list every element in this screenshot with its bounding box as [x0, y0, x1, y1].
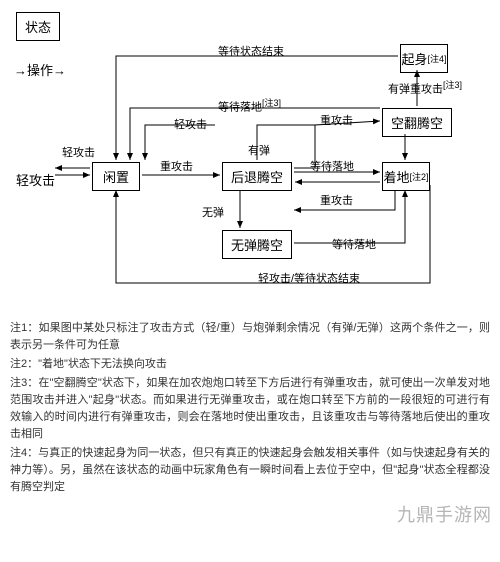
label-heavy-flip: 重攻击	[320, 112, 353, 128]
node-flip-air: 空翻腾空	[382, 108, 452, 137]
notes-block: 注1：如果图中某处只标注了攻击方式（轻/重）与炮弹剩余情况（有弹/无弹）这两个条…	[10, 320, 490, 498]
label-no-ammo: 无弹	[202, 204, 224, 220]
node-back-air: 后退腾空	[222, 162, 292, 191]
label-light-mid: 轻攻击	[174, 116, 207, 132]
label-light-or-wait: 轻攻击/等待状态结束	[258, 270, 360, 286]
legend-state-label: 状态	[25, 17, 51, 36]
node-land: 着地 [注2]	[382, 162, 430, 191]
legend-state-box: 状态	[16, 12, 60, 41]
label-back-land-wait: 等待落地	[310, 158, 354, 174]
legend-operation: →操作→	[12, 58, 68, 81]
label-has-ammo: 有弹	[248, 142, 270, 158]
node-rise: 起身 [注4]	[400, 44, 448, 73]
note-2: 注2："着地"状态下无法换向攻击	[10, 356, 490, 373]
label-land-back-heavy: 重攻击	[320, 192, 353, 208]
note-4: 注4：与真正的快速起身为同一状态，但只有真正的快速起身会触发相关事件（如与快速起…	[10, 445, 490, 496]
note-3: 注3：在"空翻腾空"状态下，如果在加农炮炮口转至下方后进行有弹重攻击，就可使出一…	[10, 375, 490, 443]
label-has-ammo-flip: 有弹重攻击[注3]	[388, 78, 462, 97]
node-light-attack: 轻攻击	[14, 168, 57, 191]
label-idle-back-heavy: 重攻击	[160, 158, 193, 174]
label-noammo-wait: 等待落地	[332, 236, 376, 252]
label-light-self: 轻攻击	[62, 144, 95, 160]
label-wait-land-mid: 等待落地[注3]	[218, 96, 281, 115]
node-idle: 闲置	[92, 162, 140, 191]
legend-operation-label: →操作→	[14, 60, 66, 79]
watermark: 九鼎手游网	[397, 501, 492, 527]
node-no-ammo-air: 无弹腾空	[222, 230, 292, 259]
note-1: 注1：如果图中某处只标注了攻击方式（轻/重）与炮弹剩余情况（有弹/无弹）这两个条…	[10, 320, 490, 354]
state-diagram: 状态 →操作→ 轻攻击 闲置 后退腾空 无弹腾空 空翻腾空 着地 [注2] 起身…	[0, 0, 500, 310]
label-wait-state-top: 等待状态结束	[218, 43, 284, 59]
